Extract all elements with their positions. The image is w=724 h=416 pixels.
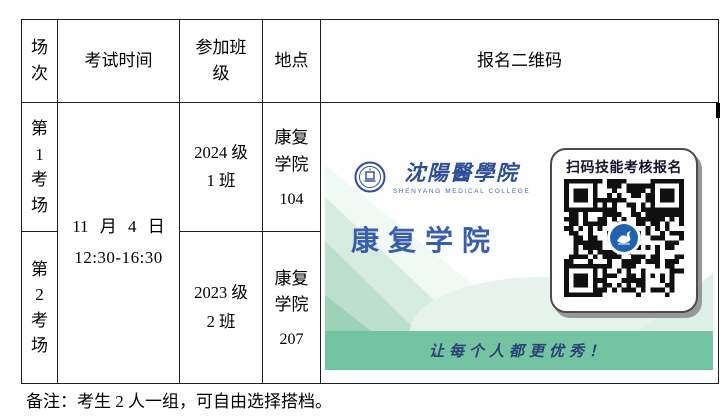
college-name: 康复学院 — [351, 225, 500, 256]
cell-location-2: 康复学院 207 — [262, 231, 321, 384]
exam-date: 11 月 4 日 — [72, 217, 165, 237]
header-qr: 报名二维码 — [320, 19, 719, 103]
cell-class-1: 2024 级 1 班 — [179, 102, 263, 232]
text-cursor — [716, 103, 720, 118]
slogan-strip: 让每个人都更优秀！ — [325, 331, 713, 370]
header-location: 地点 — [262, 19, 321, 103]
college-logo-text: 沈陽醫學院 — [404, 161, 520, 185]
registration-poster: 沈陽醫學院 SHENYANG MEDICAL COLLEGE 康复学院 扫码技能… — [325, 107, 713, 370]
header-session: 场次 — [21, 19, 58, 103]
qr-caption: 扫码技能考核报名 — [566, 159, 682, 175]
cell-session-1: 第1考场 — [21, 102, 58, 232]
room-number: 207 — [279, 331, 304, 349]
cell-qr-poster: 沈陽醫學院 SHENYANG MEDICAL COLLEGE 康复学院 扫码技能… — [320, 102, 719, 384]
cell-location-1: 康复学院 104 — [262, 102, 321, 232]
cell-session-2: 第2考场 — [21, 231, 58, 384]
exam-schedule-table: 场次 考试时间 参加班级 地点 报名二维码 第1考场 11 月 4 日 12:3… — [21, 19, 719, 384]
cell-exam-time: 11 月 4 日 12:30-16:30 — [57, 102, 180, 384]
table-row: 第1考场 11 月 4 日 12:30-16:30 2024 级 1 班 康复学… — [21, 102, 719, 384]
room-number: 104 — [279, 190, 304, 208]
exam-hours: 12:30-16:30 — [74, 248, 163, 267]
qr-center-logo-icon — [607, 221, 641, 255]
header-class: 参加班级 — [179, 19, 263, 103]
qr-panel: 扫码技能考核报名 — [550, 148, 698, 313]
college-logo: 沈陽醫學院 SHENYANG MEDICAL COLLEGE — [354, 161, 530, 198]
college-emblem-icon — [354, 161, 386, 198]
slogan-text: 让每个人都更优秀！ — [428, 344, 609, 360]
table-row: 第2考场 2023 级 2 班 康复学院 207 — [21, 231, 719, 384]
footnote: 备注：考生 2 人一组，可自由选择搭档。 — [26, 392, 332, 411]
header-time: 考试时间 — [57, 19, 180, 103]
cell-class-2: 2023 级 2 班 — [179, 231, 263, 384]
college-logo-subtitle: SHENYANG MEDICAL COLLEGE — [393, 188, 531, 196]
